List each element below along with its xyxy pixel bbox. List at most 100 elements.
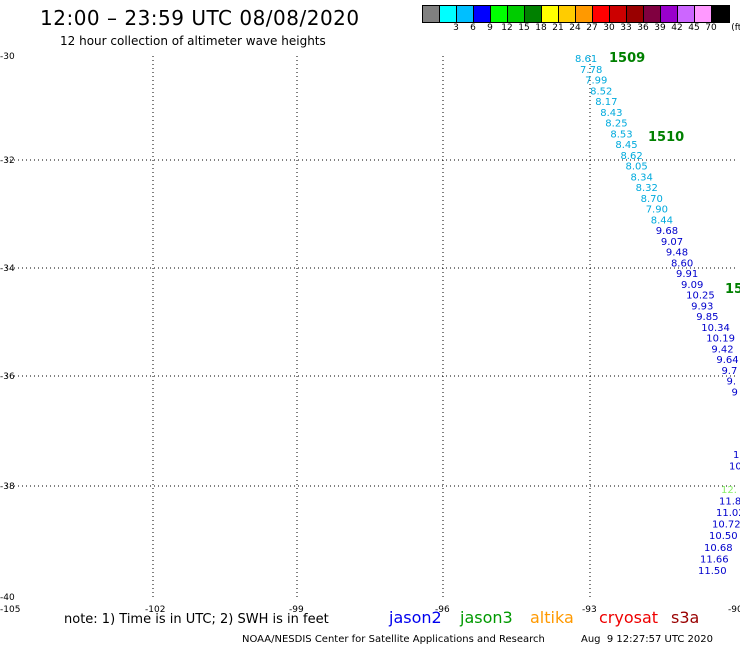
legend-swatch [610, 6, 627, 22]
legend-label: 9 [487, 23, 493, 33]
wave-height-label: 8.34 [631, 172, 653, 183]
wave-height-label: 8.43 [600, 108, 622, 119]
wave-height-label: 8.25 [605, 119, 627, 130]
wave-height-label: 9.64 [716, 355, 738, 366]
wave-height-label: 8.17 [595, 97, 617, 108]
wave-height-label: 10.19 [706, 334, 735, 345]
page-title: 12:00 – 23:59 UTC 08/08/2020 [40, 6, 360, 30]
wave-height-label: 7.90 [646, 205, 668, 216]
wave-height-label: 9.42 [711, 344, 733, 355]
wave-height-label: 12. [721, 485, 737, 496]
legend-label: 3 [453, 23, 459, 33]
wave-height-label: 9.85 [696, 312, 718, 323]
page-subtitle: 12 hour collection of altimeter wave hei… [60, 34, 326, 48]
wave-height-label: 7.78 [580, 65, 602, 76]
wave-height-label: 9.68 [656, 226, 678, 237]
wave-height-label: 8.52 [590, 86, 612, 97]
lon-tick-label: -90 [728, 605, 740, 615]
credit-line: NOAA/NESDIS Center for Satellite Applica… [242, 634, 545, 645]
wave-height-label: 8.70 [641, 194, 663, 205]
wave-height-label: 8.45 [615, 140, 637, 151]
legend-label: 45 [688, 23, 700, 33]
wave-height-label: 10.34 [701, 323, 730, 334]
legend-swatch [508, 6, 525, 22]
axis-labels: -105 -102 -99 -96 -93 -90 -30 -32 -34 -36 -38 -40 [0, 52, 740, 615]
satellite-legend-item: s3a [671, 608, 700, 627]
wave-height-label: 11.50 [698, 566, 727, 577]
wave-height-label: 9.09 [681, 280, 703, 291]
pass-time-label: 1509 [609, 51, 645, 66]
legend-swatch [440, 6, 457, 22]
legend-label: 12 [501, 23, 513, 33]
wave-height-label: 10.68 [704, 543, 733, 554]
satellite-legend-item: jason3 [460, 608, 513, 627]
legend-swatch [542, 6, 559, 22]
legend-swatch [593, 6, 610, 22]
wave-height-label: 10.72 [712, 520, 740, 531]
legend-swatch [525, 6, 542, 22]
wave-height-label: 9.91 [676, 269, 698, 280]
lat-tick-label: -34 [0, 264, 15, 274]
wave-height-label: 10.50 [709, 531, 738, 542]
wave-height-label: 9 [732, 387, 738, 398]
legend-label: 18 [535, 23, 547, 33]
color-legend [422, 5, 730, 23]
wave-height-label: 9.07 [661, 237, 683, 248]
wave-height-label: 10 [729, 462, 740, 473]
legend-swatch [627, 6, 644, 22]
satellite-legend-item: jason2 [389, 608, 442, 627]
lat-tick-label: -36 [0, 372, 15, 382]
wave-height-label: 9.48 [666, 248, 688, 259]
legend-label: 21 [552, 23, 564, 33]
lat-tick-label: -30 [0, 52, 15, 62]
legend-swatch [661, 6, 678, 22]
legend-swatch [712, 6, 729, 22]
lon-tick-label: -96 [435, 605, 450, 615]
wave-height-label: 9.7 [721, 366, 737, 377]
legend-label: 39 [654, 23, 666, 33]
lon-tick-label: -102 [145, 605, 165, 615]
wave-height-label: 7.99 [585, 76, 607, 87]
lon-tick-label: -105 [0, 605, 20, 615]
legend-label: 30 [603, 23, 615, 33]
wave-height-label: 8.32 [636, 183, 658, 194]
wave-height-label: 8.62 [620, 151, 642, 162]
wave-height-label: 9. [727, 377, 737, 388]
wave-height-label: 11.66 [700, 554, 729, 565]
legend-label: 33 [620, 23, 632, 33]
footer-note: note: 1) Time is in UTC; 2) SWH is in fe… [64, 612, 329, 627]
legend-label: 42 [671, 23, 683, 33]
wave-height-label: 10.25 [686, 291, 715, 302]
lat-tick-label: -38 [0, 482, 15, 492]
legend-swatch [678, 6, 695, 22]
legend-swatch [423, 6, 440, 22]
wave-height-track: 8.617.787.998.528.178.438.258.538.458.62… [575, 51, 740, 577]
grid-lines [6, 56, 736, 597]
legend-swatch [491, 6, 508, 22]
legend-swatch [695, 6, 712, 22]
wave-height-label: 8.05 [626, 162, 648, 173]
legend-label: 27 [586, 23, 598, 33]
wave-height-label: 8.53 [610, 129, 632, 140]
pass-time-label: 15 [725, 282, 740, 297]
satellite-legend-item: cryosat [599, 608, 659, 627]
wave-height-label: 1 [733, 450, 739, 461]
lon-tick-label: -93 [582, 605, 597, 615]
legend-label: 24 [569, 23, 581, 33]
wave-height-label: 11.02 [716, 508, 740, 519]
lat-tick-label: -32 [0, 156, 15, 166]
legend-label: 6 [470, 23, 476, 33]
legend-label: 15 [518, 23, 530, 33]
legend-label: 36 [637, 23, 649, 33]
pass-time-label: 1510 [648, 130, 684, 145]
legend-swatch [644, 6, 661, 22]
legend-unit: (ft) [731, 23, 740, 33]
satellite-legend-item: altika [530, 608, 574, 627]
lon-tick-label: -99 [289, 605, 304, 615]
generation-timestamp: Aug 9 12:27:57 UTC 2020 [581, 634, 713, 645]
legend-swatch [457, 6, 474, 22]
lat-tick-label: -40 [0, 593, 15, 603]
wave-height-label: 8.61 [575, 54, 597, 65]
legend-label: 70 [705, 23, 717, 33]
